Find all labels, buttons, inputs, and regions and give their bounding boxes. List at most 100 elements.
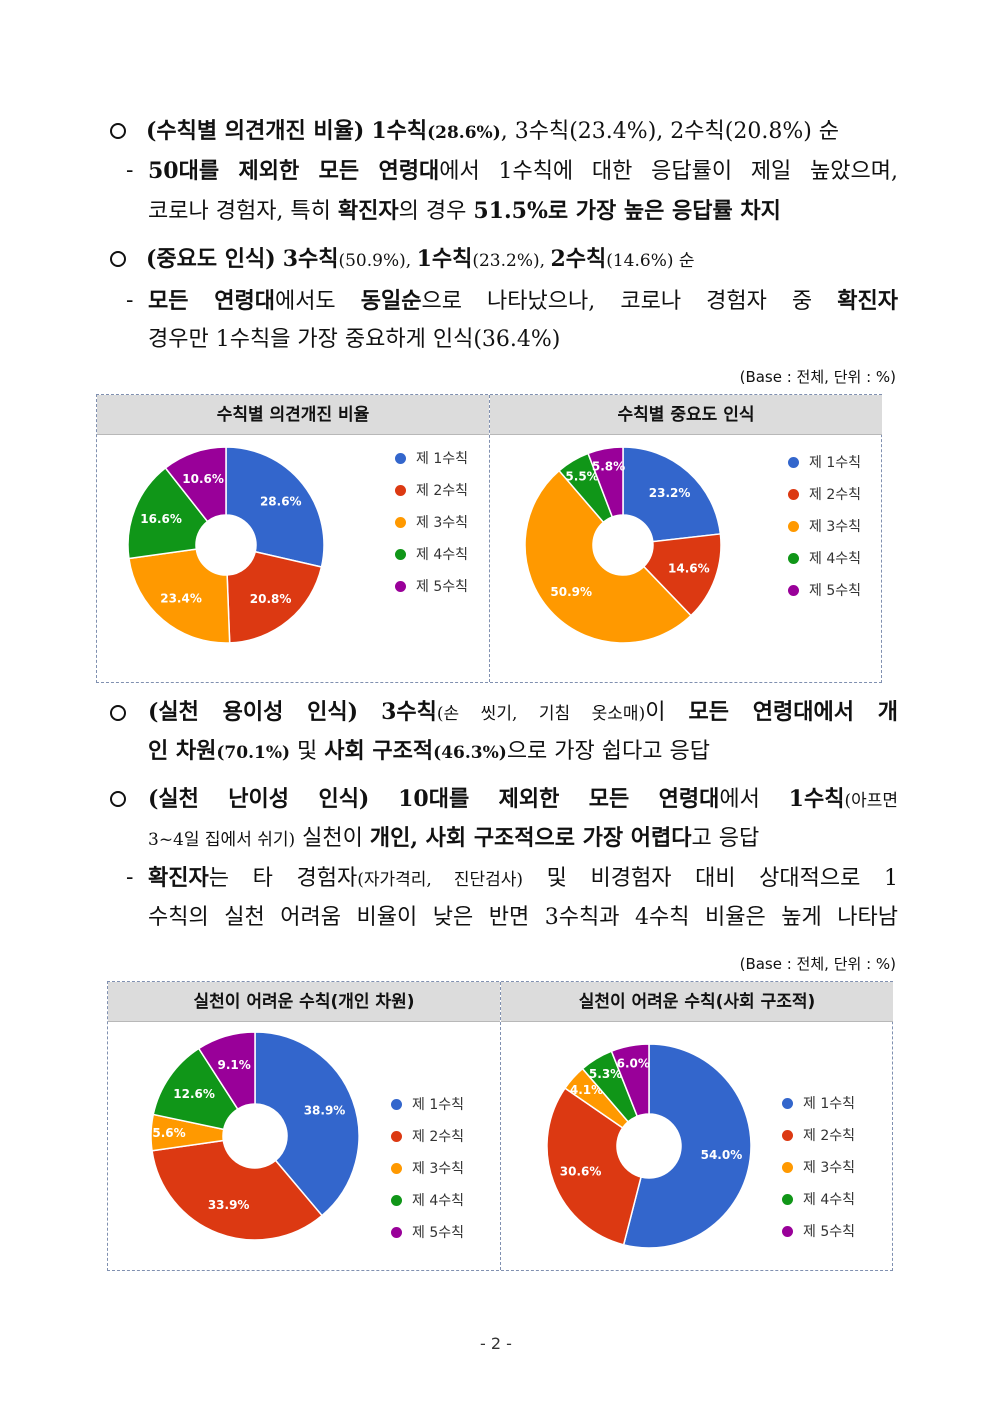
legend-dot-icon xyxy=(395,580,406,592)
pie-slice-label: 23.2% xyxy=(649,486,691,500)
pie-slice-label: 50.9% xyxy=(550,585,592,599)
pie-slice-2 xyxy=(151,1139,324,1241)
chart-title-personal: 실천이 어려운 수칙(개인 차원) xyxy=(108,982,500,1022)
legend-item: 제 5수칙 xyxy=(782,1223,855,1241)
pie-slice-1 xyxy=(254,1031,360,1217)
pie-slice-label: 12.6% xyxy=(173,1087,215,1101)
legend-item: 제 2수칙 xyxy=(782,1127,855,1145)
rule-desc: (아프면 xyxy=(844,791,898,811)
emphasis-text: 사회 구조적 xyxy=(324,738,434,764)
legend-item: 제 5수칙 xyxy=(391,1224,464,1242)
legend-dot-icon xyxy=(782,1097,793,1109)
bullet-circle-icon xyxy=(110,791,126,807)
legend-item: 제 2수칙 xyxy=(391,1128,464,1146)
legend-dot-icon xyxy=(788,584,799,596)
sub-importance-line1: 모든 연령대에서도 동일순으로 나타났으나, 코로나 경험자 중 확진자 xyxy=(148,286,898,317)
legend-dot-icon xyxy=(782,1193,793,1205)
pie-slice-label: 10.6% xyxy=(182,472,224,486)
emphasis-text: 동일순 xyxy=(360,288,422,314)
legend-dot-icon xyxy=(391,1162,402,1174)
legend-item: 제 3수칙 xyxy=(395,514,468,532)
body-text: 의 경우 xyxy=(398,199,474,224)
pie-slice-label: 5.3% xyxy=(589,1067,622,1081)
dash-marker: - xyxy=(126,158,134,183)
rule-percent: (50.9%), xyxy=(338,251,417,271)
legend-dot-icon xyxy=(391,1130,402,1142)
legend-item: 제 3수칙 xyxy=(782,1159,855,1177)
legend-label: 제 4수칙 xyxy=(412,1193,464,1209)
panel-divider xyxy=(489,395,490,682)
emphasis-text: 10대를 제외한 모든 연령대 xyxy=(398,786,720,812)
bullet-difficulty-line2: 3~4일 집에서 쉬기) 실천이 개인, 사회 구조적으로 가장 어렵다고 응답 xyxy=(148,823,759,855)
legend-dot-icon xyxy=(395,548,406,560)
sub-importance-line2: 경우만 1수칙을 가장 중요하게 인식(36.4%) xyxy=(148,325,560,355)
legend-dot-icon xyxy=(391,1098,402,1110)
chart-title-opinion: 수칙별 의견개진 비율 xyxy=(97,395,489,435)
body-text: 고 응답 xyxy=(691,826,760,851)
rule-percent: (23.2%), xyxy=(472,251,551,271)
pie-slice-label: 6.0% xyxy=(617,1056,650,1070)
pie-slice-label: 9.1% xyxy=(218,1058,251,1072)
legend-item: 제 4수칙 xyxy=(788,550,861,568)
legend-dot-icon xyxy=(395,516,406,528)
body-text: 코로나 경험자, 특히 xyxy=(148,199,338,224)
body-text: 으로 나타났으나, 코로나 경험자 중 xyxy=(421,289,838,314)
legend-item: 제 2수칙 xyxy=(788,486,861,504)
pie-slice-1 xyxy=(622,446,722,543)
rule-percent: (14.6%) 순 xyxy=(606,251,695,271)
legend-dot-icon xyxy=(391,1226,402,1238)
legend-item: 제 1수칙 xyxy=(391,1096,464,1114)
legend-dot-icon xyxy=(782,1161,793,1173)
bullet-difficulty-line1: (실천 난이성 인식) 10대를 제외한 모든 연령대에서 1수칙(아프면 xyxy=(148,784,898,816)
base-unit-note: (Base : 전체, 단위 : %) xyxy=(739,955,896,973)
emphasis-text: 50대를 제외한 모든 연령대 xyxy=(148,158,440,184)
legend-item: 제 3수칙 xyxy=(788,518,861,536)
bullet-circle-icon xyxy=(110,123,126,139)
pie-chart-importance: 23.2% 14.6% 50.9% 5.5%5.8% xyxy=(524,446,722,644)
legend-label: 제 2수칙 xyxy=(809,487,861,503)
emphasis-text: 51.5%로 가장 높은 응답률 차지 xyxy=(473,198,781,224)
pie-slice-label: 30.6% xyxy=(560,1165,602,1179)
legend-label: 제 4수칙 xyxy=(803,1192,855,1208)
pie-slice-label: 5.5% xyxy=(565,469,598,483)
emphasis-text: 인 차원 xyxy=(148,738,217,764)
legend-label: 제 2수칙 xyxy=(416,483,468,499)
legend-item: 제 1수칙 xyxy=(782,1095,855,1113)
legend-item: 제 5수칙 xyxy=(788,582,861,600)
legend-item: 제 4수칙 xyxy=(391,1192,464,1210)
body-text: 는 타 경험자 xyxy=(208,866,358,891)
rule-desc: (자가격리, 진단검사) xyxy=(357,870,524,890)
pie-slice-2 xyxy=(226,550,323,644)
sub-confirmed-line2: 수칙의 실천 어려움 비율이 낮은 반면 3수칙과 4수칙 비율은 높게 나타남 xyxy=(148,903,898,933)
legend-label: 제 1수칙 xyxy=(412,1097,464,1113)
legend-label: 제 1수칙 xyxy=(416,451,468,467)
bullet-circle-icon xyxy=(110,705,126,721)
legend-dot-icon xyxy=(782,1129,793,1141)
pie-slice-3 xyxy=(524,469,693,644)
dash-marker: - xyxy=(126,288,134,313)
pie-slice-label: 38.9% xyxy=(304,1104,346,1118)
legend-label: 제 4수칙 xyxy=(809,551,861,567)
pie-slice-2 xyxy=(546,1087,642,1246)
rule-label: 3수칙 xyxy=(381,699,437,725)
pie-slice-label: 16.6% xyxy=(140,512,182,526)
legend-label: 제 3수칙 xyxy=(809,519,861,535)
legend-dot-icon xyxy=(782,1225,793,1237)
body-text: 및 xyxy=(290,739,325,764)
emphasis-text: 모든 연령대 xyxy=(148,288,275,314)
legend-label: 제 1수칙 xyxy=(803,1096,855,1112)
bullet-heading: (실천 난이성 인식) xyxy=(148,786,370,812)
pie-slice-4 xyxy=(127,466,209,560)
pie-slice-5 xyxy=(587,446,624,518)
pie-slice-label: 20.8% xyxy=(250,592,292,606)
dash-marker: - xyxy=(126,865,134,890)
body-text: 수칙의 실천 어려움 비율이 낮은 반면 3수칙과 4수칙 비율은 높게 나타남 xyxy=(148,905,898,930)
sub-age-line2: 코로나 경험자, 특히 확진자의 경우 51.5%로 가장 높은 응답률 차지 xyxy=(148,196,781,227)
bullet-heading: (중요도 인식) xyxy=(146,246,276,272)
pie-chart-personal: 38.9% 33.9% 5.6% 12.6% 9.1% xyxy=(150,1031,360,1241)
rule-label: 1수칙 xyxy=(371,118,428,144)
body-text: 및 비경험자 대비 상대적으로 1 xyxy=(523,866,899,891)
pie-chart-opinion: 28.6% 20.8% 23.4% 16.6% 10.6% xyxy=(127,446,325,644)
bullet-heading: (실천 용이성 인식) xyxy=(148,699,359,725)
legend-item: 제 4수칙 xyxy=(395,546,468,564)
